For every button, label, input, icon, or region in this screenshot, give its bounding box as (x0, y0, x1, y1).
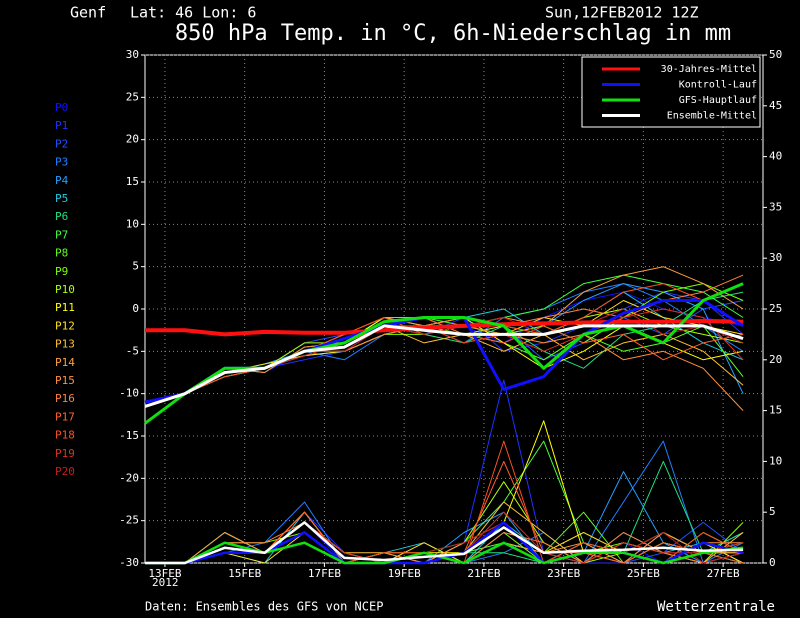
y2-tick-label: 20 (769, 353, 782, 366)
member-label: P10 (55, 283, 75, 296)
brand: Wetterzentrale (657, 599, 775, 615)
x-tick-label: 15FEB (228, 567, 261, 580)
member-label: P3 (55, 156, 68, 169)
y-tick-label: 5 (132, 260, 139, 273)
x-tick-label: 21FEB (467, 567, 500, 580)
member-label: P12 (55, 319, 75, 332)
x-tick-label: 23FEB (547, 567, 580, 580)
chart-title: 850 hPa Temp. in °C, 6h-Niederschlag in … (175, 21, 731, 46)
y2-tick-label: 50 (769, 48, 782, 61)
y2-tick-label: 10 (769, 454, 782, 467)
legend-label: GFS-Hauptlauf (679, 95, 757, 106)
member-label: P11 (55, 301, 75, 314)
source: Daten: Ensembles des GFS von NCEP (145, 600, 383, 614)
temp-line (144, 324, 744, 408)
member-label: P8 (55, 247, 68, 260)
y-tick-label: 0 (132, 302, 139, 315)
member-label: P17 (55, 410, 75, 423)
member-label: P2 (55, 137, 68, 150)
y2-tick-label: 0 (769, 556, 776, 569)
member-label: P6 (55, 210, 68, 223)
member-label: P16 (55, 392, 75, 405)
y2-tick-label: 45 (769, 99, 782, 112)
legend-label: Ensemble-Mittel (667, 111, 757, 122)
x-tick-label: 25FEB (627, 567, 660, 580)
y2-tick-label: 5 (769, 505, 776, 518)
y-tick-label: -20 (119, 471, 139, 484)
location: Genf (70, 4, 106, 22)
member-label: P9 (55, 265, 68, 278)
y2-tick-label: 15 (769, 404, 782, 417)
temp-line (144, 282, 744, 425)
member-label: P19 (55, 447, 75, 460)
x-tick-label: 19FEB (388, 567, 421, 580)
y-tick-label: -25 (119, 514, 139, 527)
y-tick-label: -15 (119, 429, 139, 442)
y-tick-label: -10 (119, 387, 139, 400)
y2-tick-label: 40 (769, 150, 782, 163)
member-label: P0 (55, 101, 68, 114)
precip-line (145, 521, 744, 565)
y-tick-label: -30 (119, 556, 139, 569)
coords: Lat: 46 Lon: 6 (130, 4, 256, 22)
x-tick-label: 13FEB (148, 567, 181, 580)
member-label: P13 (55, 338, 75, 351)
x-tick-label: 27FEB (707, 567, 740, 580)
member-label: P4 (55, 174, 69, 187)
temp-line (145, 318, 744, 337)
precip-line (145, 541, 744, 565)
member-label: P5 (55, 192, 68, 205)
year-label: 2012 (152, 576, 179, 589)
legend-label: 30-Jahres-Mittel (661, 64, 757, 75)
member-label: P15 (55, 374, 75, 387)
member-label: P7 (55, 228, 68, 241)
y-tick-label: -5 (126, 344, 139, 357)
y-tick-label: 20 (126, 133, 139, 146)
y2-tick-label: 25 (769, 302, 782, 315)
member-label: P14 (55, 356, 75, 369)
member-label: P1 (55, 119, 68, 132)
legend-label: Kontroll-Lauf (679, 80, 757, 91)
x-tick-label: 17FEB (308, 567, 341, 580)
y-tick-label: 30 (126, 48, 139, 61)
member-label: P18 (55, 429, 75, 442)
y2-tick-label: 30 (769, 251, 782, 264)
member-label: P20 (55, 465, 75, 478)
y-tick-label: 25 (126, 90, 139, 103)
y2-tick-label: 35 (769, 200, 782, 213)
y-tick-label: 15 (126, 175, 139, 188)
y-tick-label: 10 (126, 217, 139, 230)
run-date: Sun,12FEB2012 12Z (545, 4, 699, 22)
